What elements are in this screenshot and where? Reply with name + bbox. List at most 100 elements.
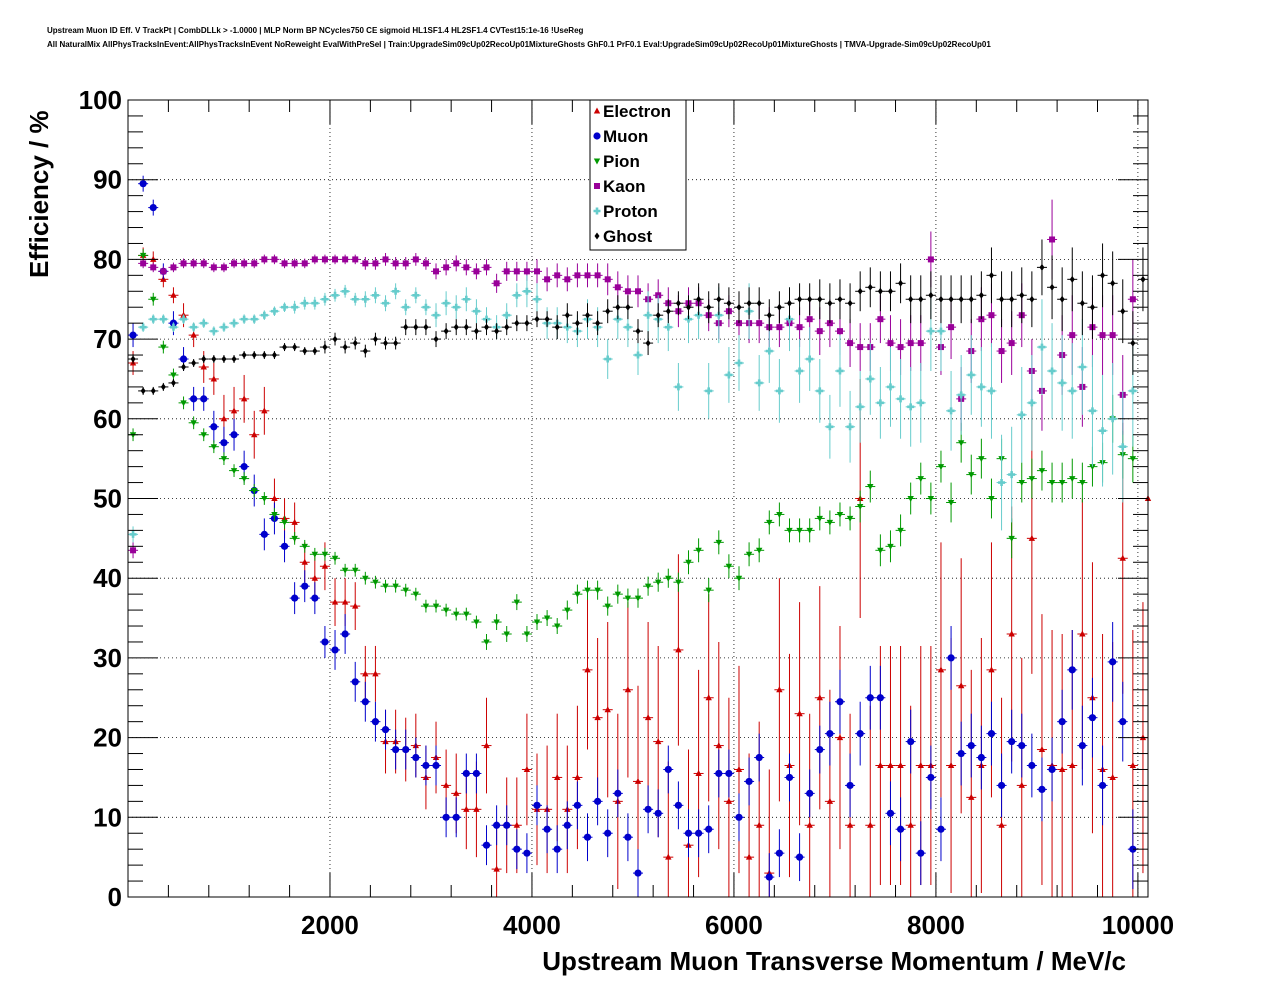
data-point: [370, 575, 381, 589]
point-marker: [463, 323, 469, 331]
data-point: [562, 303, 573, 328]
point-marker: [170, 379, 176, 387]
point-marker: [695, 547, 702, 554]
point-marker: [846, 821, 854, 828]
point-marker: [281, 519, 288, 526]
point-marker: [665, 853, 672, 860]
series-electron: [128, 247, 1152, 897]
point-marker: [917, 849, 925, 857]
point-marker: [452, 813, 460, 821]
data-point: [481, 259, 492, 276]
data-point: [693, 538, 704, 563]
data-point: [814, 279, 825, 320]
point-marker: [362, 575, 369, 582]
point-marker: [605, 307, 611, 315]
point-marker: [301, 260, 308, 267]
data-point: [229, 418, 240, 451]
data-point: [713, 749, 724, 798]
data-point: [340, 614, 351, 654]
data-point: [269, 306, 280, 316]
data-point: [491, 323, 502, 340]
data-point: [380, 295, 391, 312]
data-point: [1047, 323, 1058, 419]
data-point: [511, 283, 522, 308]
data-point: [552, 618, 563, 634]
point-marker: [493, 821, 501, 829]
point-marker: [594, 587, 601, 594]
point-marker: [503, 821, 511, 829]
point-marker: [513, 821, 521, 828]
point-marker: [987, 730, 996, 738]
data-point: [885, 347, 896, 427]
data-point: [915, 275, 926, 324]
point-marker: [291, 303, 299, 311]
point-marker: [927, 256, 934, 263]
data-point: [905, 709, 916, 774]
axis-ticks: 0 10 20 30 40 50 60 70 80 90 100 2000 4000 6000 8000 10…: [79, 85, 1174, 940]
point-marker: [251, 488, 258, 495]
point-marker: [785, 773, 794, 782]
legend: Electron Muon Pion Kaon Proton Ghost: [589, 99, 687, 251]
data-point: [431, 599, 442, 613]
data-point: [138, 258, 149, 269]
point-marker: [1140, 275, 1146, 283]
data-point: [814, 725, 825, 774]
data-point: [198, 318, 209, 328]
data-point: [279, 343, 290, 352]
point-marker: [462, 295, 470, 303]
data-point: [289, 258, 300, 269]
point-marker: [927, 327, 935, 335]
data-point: [441, 323, 452, 340]
data-point: [400, 257, 411, 270]
data-point: [461, 319, 472, 336]
point-marker: [210, 375, 218, 382]
point-marker: [604, 355, 612, 363]
data-point: [128, 323, 139, 348]
point-marker: [907, 737, 915, 746]
point-marker: [362, 260, 369, 267]
data-point: [1117, 279, 1128, 344]
data-point: [1036, 614, 1047, 886]
data-point: [532, 283, 543, 316]
point-marker: [564, 276, 571, 283]
data-point: [451, 319, 462, 336]
point-marker: [836, 698, 844, 706]
point-marker: [453, 789, 460, 796]
point-marker: [230, 468, 238, 475]
point-marker: [311, 594, 319, 602]
point-marker: [988, 312, 995, 319]
point-marker: [696, 295, 702, 303]
point-marker: [876, 694, 884, 702]
point-marker: [735, 359, 743, 367]
point-marker: [402, 587, 409, 594]
point-marker: [463, 264, 470, 271]
point-marker: [191, 359, 197, 367]
point-marker: [149, 315, 157, 323]
data-point: [198, 355, 209, 364]
data-point: [158, 382, 169, 391]
point-marker: [432, 311, 440, 319]
point-marker: [977, 753, 985, 762]
data-point: [1026, 271, 1037, 328]
data-point: [168, 287, 179, 304]
data-point: [370, 287, 381, 304]
point-marker: [988, 271, 994, 279]
point-marker: [553, 845, 561, 853]
point-marker: [684, 829, 693, 837]
point-marker: [210, 264, 217, 271]
point-marker: [786, 299, 792, 307]
data-point: [158, 266, 169, 277]
data-point: [713, 283, 724, 316]
point-marker: [907, 496, 914, 502]
point-marker: [776, 303, 782, 311]
data-point: [1016, 366, 1027, 463]
data-point: [643, 622, 654, 814]
data-point: [562, 267, 573, 292]
data-point: [471, 753, 482, 794]
data-point: [1036, 450, 1047, 491]
point-marker: [745, 777, 753, 786]
point-marker: [624, 288, 631, 295]
point-marker: [291, 518, 298, 525]
point-marker: [139, 323, 147, 331]
data-point: [1057, 462, 1068, 503]
